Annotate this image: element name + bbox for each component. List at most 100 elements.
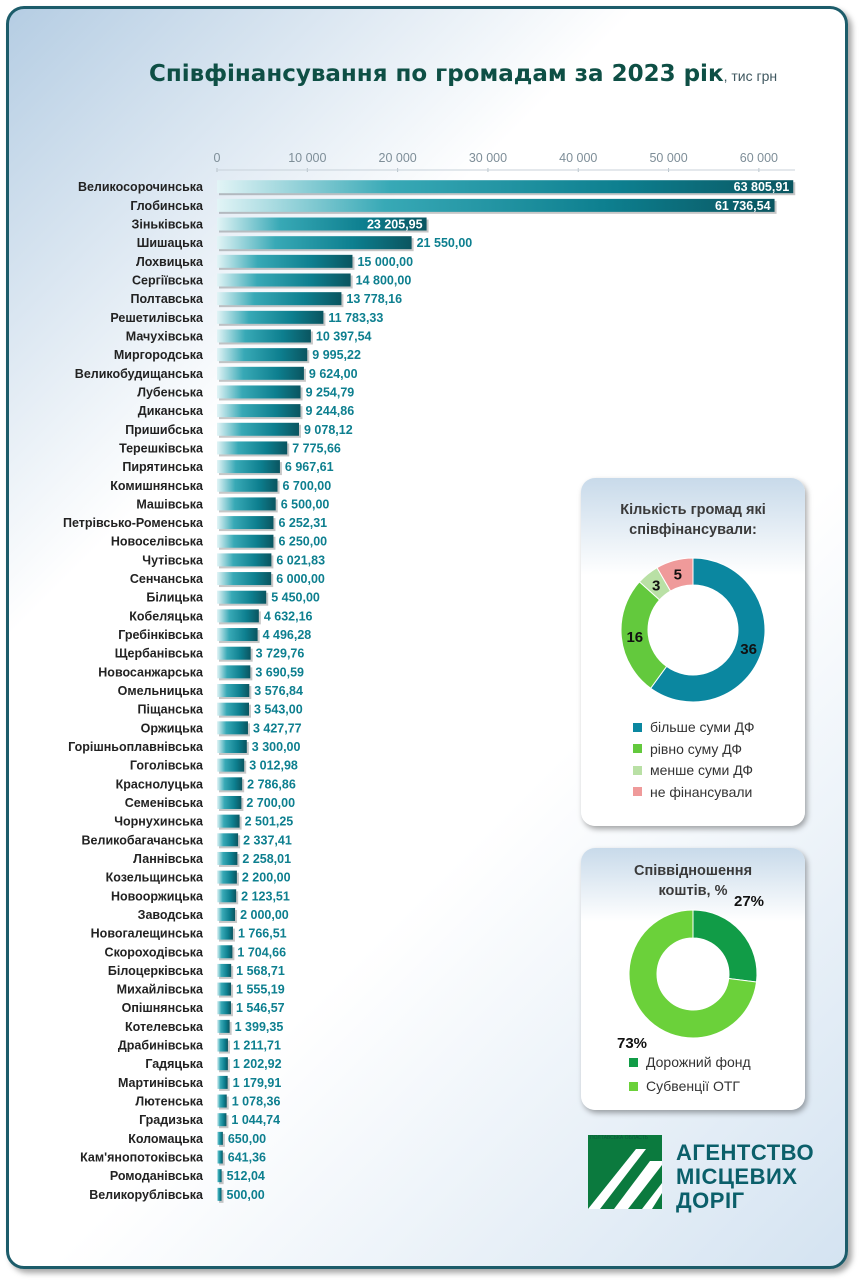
- bar: [217, 889, 237, 903]
- bar: [217, 795, 242, 809]
- category-label: Драбинівська: [118, 1039, 204, 1053]
- bar: [217, 1169, 222, 1183]
- category-label: Семенівська: [125, 796, 204, 810]
- value-label: 3 729,76: [256, 647, 305, 661]
- value-label: 2 786,86: [247, 777, 296, 791]
- category-label: Чорнухинська: [114, 815, 204, 829]
- category-label: Скороходівська: [105, 945, 204, 959]
- value-label: 1 704,66: [237, 945, 286, 959]
- logo-line-2: МІСЦЕВИХ: [676, 1164, 798, 1189]
- logo-line-3: ДОРІГ: [676, 1188, 745, 1213]
- value-label: 9 078,12: [304, 423, 353, 437]
- bar: [217, 740, 247, 753]
- x-tick-label: 10 000: [288, 151, 326, 165]
- bar: [217, 348, 308, 362]
- category-label: Диканська: [138, 404, 204, 418]
- value-label: 61 736,54: [715, 199, 771, 213]
- bar: [217, 1094, 227, 1108]
- bar: [217, 217, 427, 231]
- category-label: Великобагачанська: [82, 833, 205, 847]
- category-label: Михайлівська: [117, 983, 204, 997]
- value-label: 500,00: [227, 1188, 265, 1202]
- category-label: Піщанська: [137, 703, 204, 717]
- bar: [217, 982, 232, 996]
- category-label: Коломацька: [128, 1132, 204, 1146]
- bar: [217, 814, 240, 828]
- legend-swatch: [629, 1081, 638, 1091]
- bar: [217, 198, 775, 212]
- value-label: 14 800,00: [356, 274, 412, 288]
- value-label: 6 250,00: [278, 535, 327, 549]
- category-label: Машівська: [136, 497, 204, 511]
- legend-item: рівно суму ДФ: [633, 741, 742, 757]
- value-label: 15 000,00: [357, 255, 413, 269]
- bar: [217, 646, 251, 660]
- category-label: Омельницька: [118, 684, 204, 698]
- value-label: 63 805,91: [734, 180, 790, 194]
- value-label: 1 044,74: [231, 1113, 280, 1127]
- category-label: Лохвицька: [136, 255, 204, 269]
- category-label: Сенчанська: [130, 572, 204, 586]
- value-label: 2 123,51: [241, 889, 290, 903]
- value-label: 9 624,00: [309, 367, 358, 381]
- category-label: Краснолуцька: [116, 777, 204, 791]
- value-label: 3 576,84: [254, 684, 303, 698]
- value-label: 6 967,61: [285, 460, 334, 474]
- value-label: 3 012,98: [249, 759, 298, 773]
- value-label: 1 211,71: [233, 1039, 281, 1053]
- bar: [217, 1001, 231, 1015]
- category-label: Новооржицька: [111, 889, 204, 903]
- bar: [217, 553, 272, 567]
- category-label: Великорублівська: [89, 1188, 204, 1202]
- bar: [217, 404, 301, 418]
- category-label: Глобинська: [130, 199, 204, 213]
- category-label: Зіньківська: [132, 218, 205, 232]
- legend-swatch: [633, 722, 642, 732]
- ratio-panel: Співвідношення коштів, % 27% 73% Дорожни…: [581, 848, 805, 1110]
- value-label: 13 778,16: [346, 292, 402, 306]
- legend-item: Субвенції ОТГ: [629, 1078, 740, 1094]
- communities-panel-title: Кількість громад які співфінансували:: [620, 502, 766, 538]
- agency-logo: ПОЛТАВСЬКА ОБЛАСТЬ АГЕНТСТВО МІСЦЕВИХ ДО…: [588, 1135, 828, 1215]
- legend-label: рівно суму ДФ: [650, 740, 743, 757]
- bar: [217, 310, 324, 324]
- bar: [217, 1019, 230, 1033]
- bar: [217, 497, 276, 511]
- value-label: 9 244,86: [305, 404, 354, 418]
- value-label: 1 546,57: [236, 1001, 285, 1015]
- bar: [217, 702, 249, 716]
- category-label: Котелевська: [125, 1020, 204, 1034]
- value-label: 6 021,83: [276, 553, 325, 567]
- value-label: 1 078,36: [232, 1095, 281, 1109]
- category-label: Мартинівська: [118, 1076, 204, 1090]
- bar: [217, 329, 311, 343]
- bar: [217, 366, 304, 380]
- category-label: Гоголівська: [130, 759, 204, 773]
- bar: [217, 254, 353, 268]
- category-label: Петрівсько-Роменська: [63, 516, 204, 530]
- ratio-slice: [628, 909, 758, 1039]
- bar: [217, 628, 258, 642]
- legend-item: більше суми ДФ: [633, 719, 755, 735]
- legend-label: не фінансували: [650, 783, 753, 800]
- bar: [217, 833, 239, 847]
- category-label: Новогалещинська: [91, 927, 204, 941]
- category-label: Новосанжарська: [98, 665, 204, 679]
- x-tick-label: 60 000: [740, 151, 778, 165]
- ratio-panel-title: Співвідношення коштів, %: [633, 863, 753, 899]
- bar: [217, 460, 280, 474]
- category-label: Горішньоплавнівська: [68, 740, 204, 754]
- bar: [217, 665, 251, 679]
- legend-label: Дорожний фонд: [646, 1054, 751, 1070]
- value-label: 3 427,77: [253, 721, 302, 735]
- x-tick-label: 40 000: [559, 151, 597, 165]
- communities-donut: 36 16 35: [620, 557, 766, 703]
- bar: [217, 758, 245, 772]
- communities-value-label: 3: [652, 578, 660, 595]
- value-label: 512,04: [227, 1169, 265, 1183]
- category-label: Пришибська: [125, 423, 204, 437]
- value-label: 11 783,33: [328, 311, 383, 325]
- legend-swatch: [629, 1057, 638, 1067]
- legend-item: Дорожний фонд: [629, 1054, 751, 1070]
- category-label: Новоселівська: [111, 535, 204, 549]
